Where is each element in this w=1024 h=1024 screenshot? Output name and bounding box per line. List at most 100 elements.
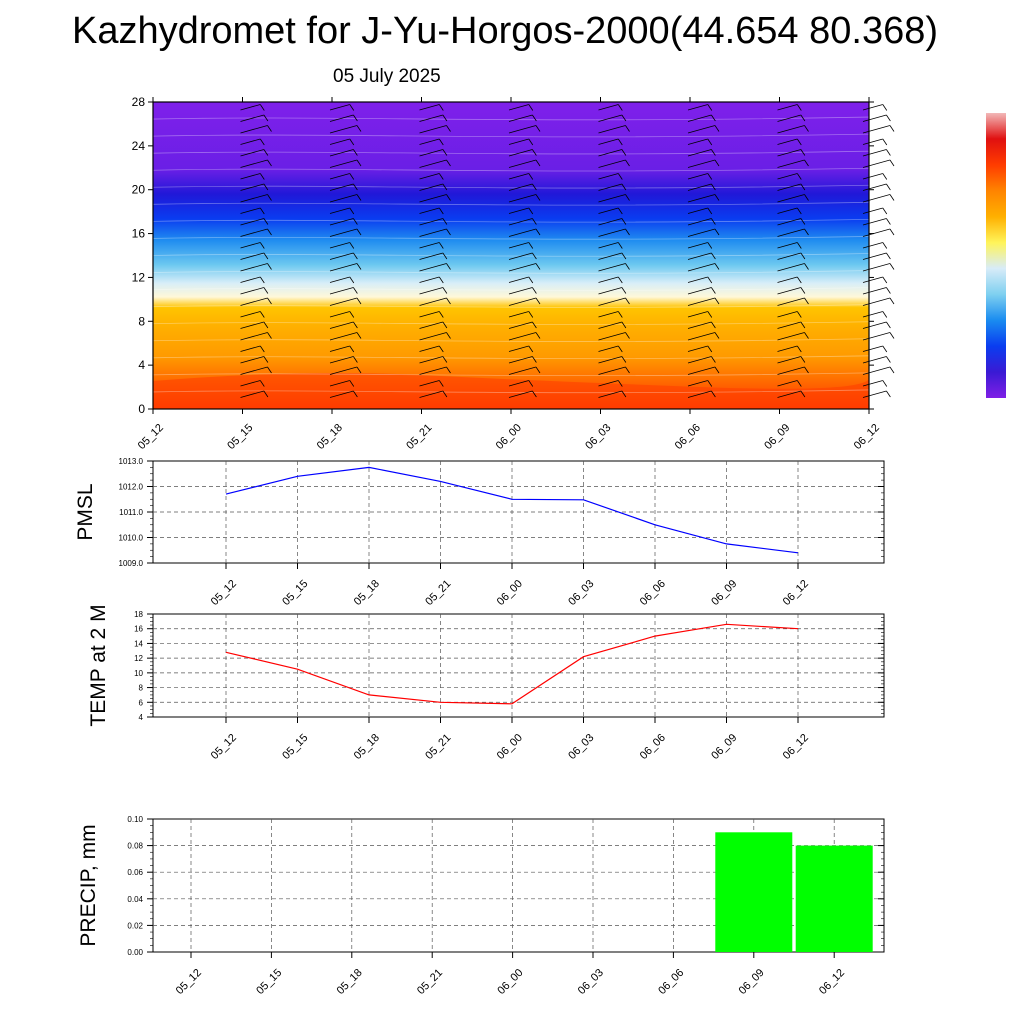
xtick-label: 05_18 — [352, 732, 382, 762]
wind-barb — [508, 159, 537, 168]
section-ytick-label: 0 — [138, 402, 145, 416]
wind-barb — [329, 332, 358, 341]
wind-barb-tick — [621, 321, 627, 329]
wind-barb — [862, 207, 883, 214]
precip-bar — [795, 845, 873, 952]
wind-barb — [240, 125, 268, 134]
wind-barb — [687, 138, 708, 145]
ytick-label: 14 — [134, 639, 143, 648]
wind-barb-tick — [711, 149, 716, 156]
wind-barb — [240, 159, 268, 168]
wind-barb-tick — [535, 263, 541, 270]
xtick-label: 05_15 — [280, 578, 310, 608]
wind-barb-tick — [796, 242, 802, 249]
wind-barb — [687, 263, 716, 272]
wind-barb-tick — [535, 228, 541, 236]
wind-barb-tick — [532, 114, 537, 122]
wind-barb-tick — [353, 218, 358, 225]
wind-barb-tick — [889, 159, 895, 167]
xtick-label: 06_06 — [656, 967, 686, 997]
wind-barb-tick — [804, 297, 809, 305]
wind-barb — [508, 149, 533, 157]
wind-barb — [508, 194, 537, 203]
wind-barb — [777, 252, 802, 260]
wind-barb — [687, 228, 716, 237]
wind-barb — [862, 125, 891, 134]
wind-barb — [329, 218, 354, 226]
xtick-label: 05_21 — [423, 578, 453, 608]
wind-barb-tick — [889, 297, 895, 305]
contour-line — [152, 150, 870, 155]
temp-line — [225, 623, 799, 705]
wind-barb — [419, 321, 444, 329]
section-ytick-label: 8 — [138, 314, 145, 328]
wind-barb — [240, 228, 268, 237]
wind-barb-tick — [446, 263, 451, 270]
wind-barb-tick — [263, 218, 269, 225]
wind-barb — [419, 311, 440, 318]
wind-barb — [598, 149, 623, 157]
xtick-label: 06_06 — [638, 578, 668, 608]
wind-barb-tick — [617, 104, 623, 111]
wind-barb — [598, 380, 619, 387]
wind-barb — [329, 159, 358, 168]
wind-barb — [240, 218, 265, 226]
wind-barb — [419, 183, 444, 191]
wind-barb-tick — [438, 345, 444, 353]
wind-barb-tick — [882, 104, 888, 111]
wind-barb-tick — [889, 263, 895, 270]
section-ytick-label: 28 — [132, 95, 146, 109]
wind-barb-tick — [617, 380, 623, 387]
wind-barb-tick — [621, 287, 627, 294]
wind-barb — [598, 345, 619, 352]
wind-barb — [598, 242, 619, 249]
wind-barb — [862, 332, 891, 341]
wind-barb-tick — [438, 207, 444, 215]
wind-barb-tick — [353, 183, 358, 191]
wind-barb — [687, 194, 716, 203]
wind-barb-tick — [442, 149, 448, 156]
wind-barb-tick — [804, 263, 809, 270]
wind-barb-tick — [804, 159, 809, 167]
wind-barb — [777, 276, 798, 283]
wind-barb-tick — [267, 194, 272, 201]
wind-barb-tick — [535, 297, 541, 305]
wind-barb — [240, 356, 265, 364]
wind-barb-tick — [263, 183, 269, 191]
wind-barb-tick — [535, 159, 541, 167]
wind-barb — [598, 114, 623, 122]
wind-barb — [508, 297, 537, 306]
wind-barb-tick — [446, 125, 451, 132]
wind-barb — [240, 366, 268, 375]
wind-barb — [329, 380, 350, 387]
wind-barb-tick — [446, 228, 451, 236]
ytick-label: 1009.0 — [119, 559, 144, 568]
wind-barb-tick — [625, 194, 630, 201]
wind-barb — [598, 297, 626, 306]
wind-barb — [687, 252, 712, 260]
wind-barb-tick — [267, 159, 272, 167]
wind-barb — [240, 114, 265, 122]
wind-barb — [598, 218, 623, 226]
wind-barb — [687, 311, 708, 318]
wind-barb — [508, 276, 529, 283]
contour-line — [152, 389, 870, 394]
wind-barb-tick — [707, 104, 713, 111]
wind-barb — [329, 390, 354, 398]
wind-barb — [240, 263, 268, 272]
colorbar — [986, 113, 1006, 398]
xtick-label: 06_00 — [495, 967, 525, 997]
wind-barb-tick — [714, 194, 720, 201]
wind-barb — [419, 332, 447, 341]
wind-barb-tick — [882, 380, 888, 387]
wind-barb-tick — [442, 183, 448, 191]
wind-barb — [419, 104, 440, 111]
wind-barb — [508, 345, 529, 352]
wind-barb — [598, 159, 626, 168]
wind-barb-tick — [356, 159, 362, 167]
wind-barb-tick — [804, 366, 809, 374]
wind-barb — [419, 297, 447, 306]
wind-barb-tick — [528, 345, 534, 353]
precip-bar — [715, 832, 793, 952]
wind-barb-tick — [714, 125, 720, 132]
